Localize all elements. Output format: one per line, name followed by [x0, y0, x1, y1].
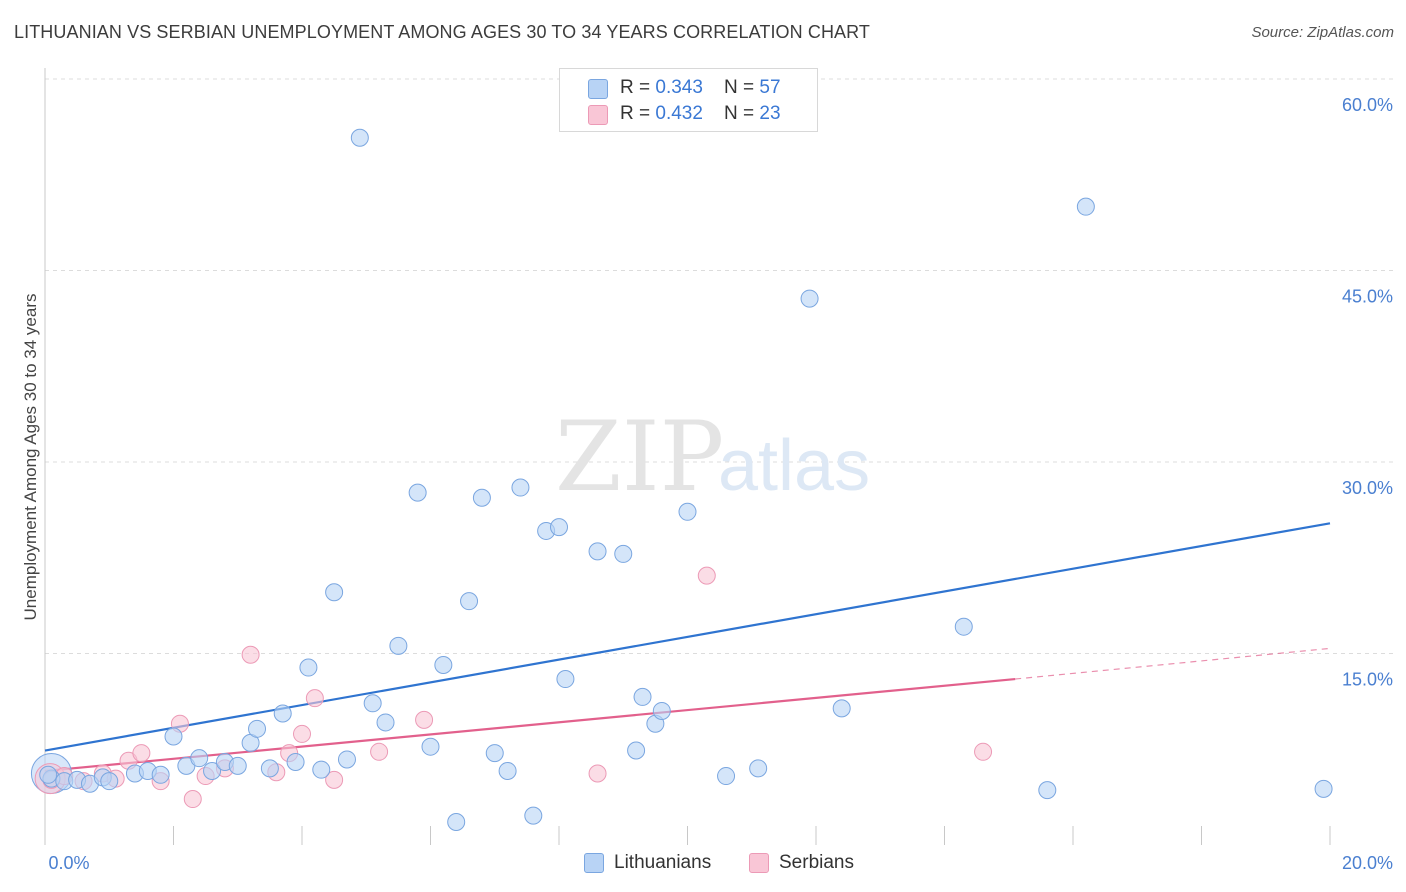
lithuanians-point	[164, 727, 183, 746]
serbians-point	[325, 770, 344, 789]
lithuanians-swatch	[588, 79, 608, 99]
tick-labels: 15.0% 30.0% 45.0% 60.0% 0.0% 20.0%	[48, 95, 1393, 873]
lithuanians-point	[678, 502, 697, 521]
lithuanians-point	[363, 694, 382, 713]
lithuanians-legend-swatch	[584, 853, 604, 873]
serbians-point	[415, 710, 434, 729]
serbians-point	[697, 566, 716, 585]
lithuanians-point	[260, 759, 279, 778]
y-tick-label: 15.0%	[1342, 670, 1393, 690]
x-tick-label: 20.0%	[1342, 853, 1393, 873]
lithuanians-point	[228, 756, 247, 775]
lithuanians-point	[350, 128, 369, 147]
lithuanians-point	[717, 767, 736, 786]
legend-n-label: N =	[724, 77, 760, 98]
lithuanians-point	[954, 617, 973, 636]
legend-r-label: R =	[620, 103, 656, 124]
serbians-point	[370, 742, 389, 761]
lithuanians-legend-label: Lithuanians	[614, 852, 712, 873]
lithuanians-point	[389, 636, 408, 655]
legend-n-value: 23	[759, 103, 781, 124]
lithuanians-point	[472, 488, 491, 507]
legend-r-value: 0.432	[655, 103, 703, 124]
lithuanians-point	[588, 542, 607, 561]
lithuanians-point	[460, 592, 479, 611]
serbians-legend-label: Serbians	[779, 852, 854, 873]
watermark-zip: ZIP	[555, 401, 724, 513]
lithuanians-point	[832, 699, 851, 718]
lithuanians-point	[627, 741, 646, 760]
lithuanians-point	[447, 813, 466, 832]
lithuanians-point	[485, 744, 504, 763]
legend-r-label: R =	[620, 77, 656, 98]
legend-n-label: N =	[724, 103, 760, 124]
data-points	[30, 128, 1333, 832]
x-tick-label: 0.0%	[48, 853, 89, 873]
y-axis-label: Unemployment Among Ages 30 to 34 years	[21, 294, 40, 621]
serbians-point	[183, 790, 202, 809]
lithuanians-point	[652, 701, 671, 720]
serbians-swatch	[588, 105, 608, 125]
watermark-atlas: atlas	[718, 426, 870, 506]
lithuanians-point	[100, 772, 119, 791]
lithuanians-point	[800, 289, 819, 308]
lithuanians-point	[299, 658, 318, 677]
serbians-point	[132, 744, 151, 763]
chart-title: LITHUANIAN VS SERBIAN UNEMPLOYMENT AMONG…	[14, 22, 871, 42]
serbians-point	[293, 724, 311, 743]
legend-n-value: 57	[759, 77, 781, 98]
zipatlas-watermark: ZIP atlas	[555, 401, 870, 513]
lithuanians-point	[248, 719, 267, 738]
source-label: Source: ZipAtlas.com	[1251, 24, 1394, 41]
lithuanians-point	[273, 704, 292, 723]
lithuanians-point	[614, 544, 633, 563]
serbians-point	[974, 742, 993, 761]
axes	[44, 68, 1331, 845]
y-tick-label: 45.0%	[1342, 287, 1393, 307]
serbians-point	[588, 764, 607, 783]
lithuanians-point	[376, 713, 395, 732]
lithuanians-point	[337, 750, 356, 769]
serbians-point	[241, 645, 260, 664]
lithuanians-point	[511, 478, 530, 497]
lithuanians-point	[434, 655, 453, 674]
lithuanians-point	[749, 759, 768, 778]
lithuanians-point	[190, 749, 209, 768]
y-tick-label: 60.0%	[1342, 95, 1393, 115]
lithuanians-point	[498, 761, 517, 780]
lithuanians-point	[408, 483, 427, 502]
lithuanians-point	[203, 761, 222, 780]
grid-lines	[45, 78, 1393, 654]
trend-lines	[44, 522, 1331, 773]
lithuanians-trend-line	[44, 522, 1331, 752]
serbians-trend-extension	[1015, 647, 1331, 680]
serbians-legend-swatch	[749, 853, 769, 873]
lithuanians-point	[39, 765, 58, 784]
lithuanians-point	[312, 760, 331, 779]
lithuanians-point	[421, 737, 440, 756]
lithuanians-point	[524, 806, 543, 825]
lithuanians-point	[1314, 779, 1333, 798]
lithuanians-point	[151, 765, 170, 784]
lithuanians-point	[1076, 197, 1095, 216]
lithuanians-point	[556, 670, 575, 689]
lithuanians-point	[633, 687, 652, 706]
y-tick-label: 30.0%	[1342, 478, 1393, 498]
lithuanians-point	[1038, 781, 1057, 800]
legend-r-value: 0.343	[655, 77, 703, 98]
lithuanians-point	[550, 518, 568, 537]
stats-legend: R = 0.343 N = 57 R = 0.432 N = 23	[559, 68, 818, 132]
lithuanians-point	[286, 753, 305, 772]
lithuanians-point	[325, 583, 344, 602]
serbians-point	[305, 689, 324, 708]
